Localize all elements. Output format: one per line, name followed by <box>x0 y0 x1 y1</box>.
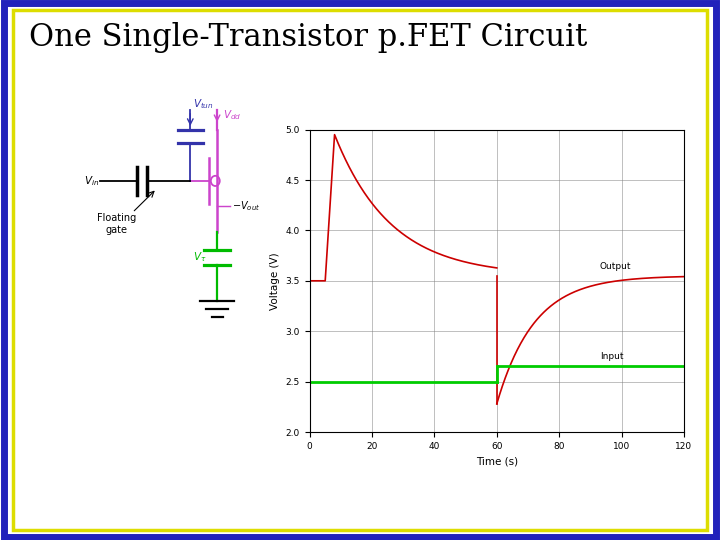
Y-axis label: Voltage (V): Voltage (V) <box>270 252 280 309</box>
Text: One Single-Transistor p.FET Circuit: One Single-Transistor p.FET Circuit <box>29 22 587 52</box>
Text: $V_{\tau}$: $V_{\tau}$ <box>192 251 206 264</box>
Text: $V_{in}$: $V_{in}$ <box>84 174 99 188</box>
Text: Input: Input <box>600 353 624 361</box>
Text: $V_{dd}$: $V_{dd}$ <box>222 108 241 122</box>
Text: Output: Output <box>600 262 631 271</box>
Text: $V_{tun}$: $V_{tun}$ <box>192 98 213 111</box>
X-axis label: Time (s): Time (s) <box>476 456 518 466</box>
Text: $-V_{out}$: $-V_{out}$ <box>232 199 260 213</box>
Text: Floating
gate: Floating gate <box>97 213 136 235</box>
